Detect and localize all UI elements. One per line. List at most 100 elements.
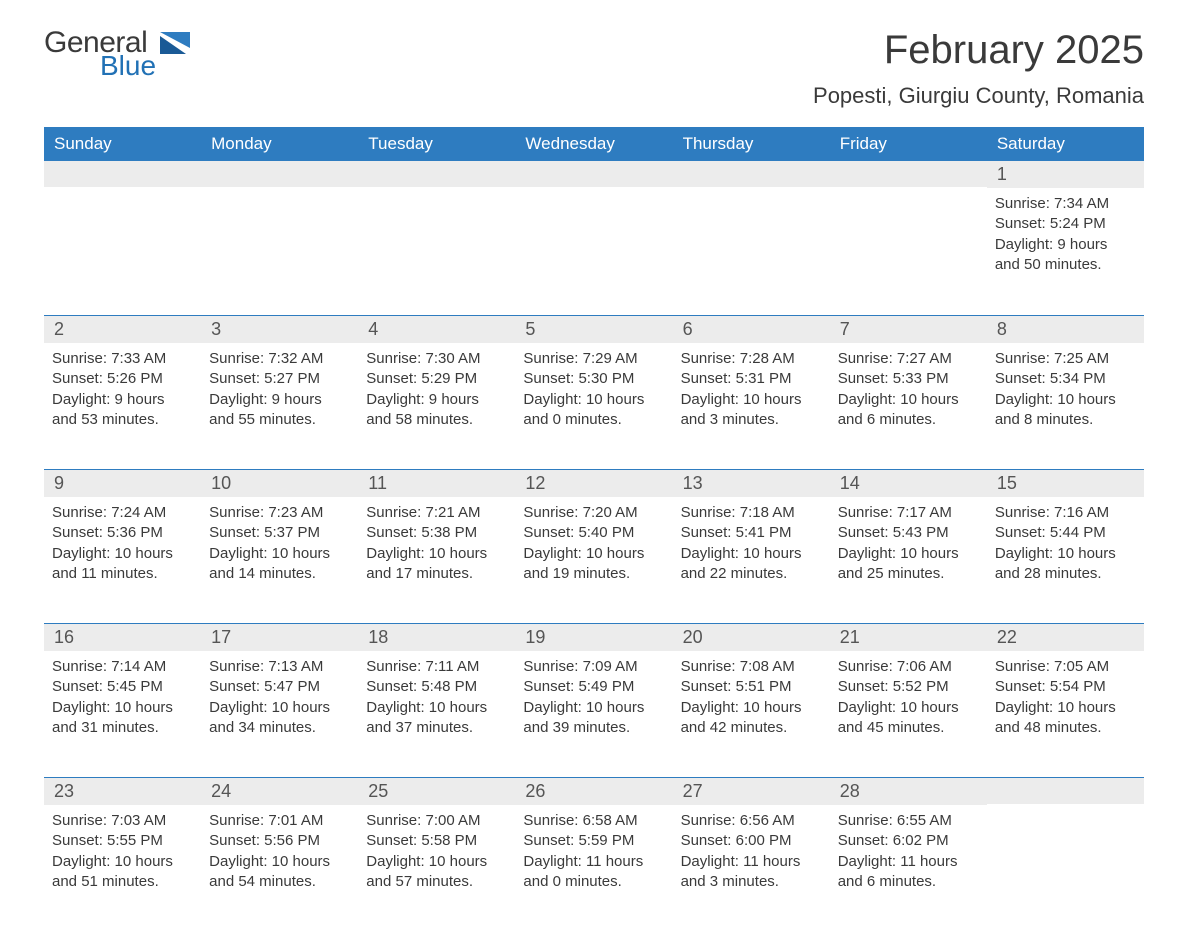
day-details: Sunrise: 7:29 AMSunset: 5:30 PMDaylight:… xyxy=(523,349,664,430)
day-details: Sunrise: 6:58 AMSunset: 5:59 PMDaylight:… xyxy=(523,811,664,892)
calendar-week: 9 Sunrise: 7:24 AMSunset: 5:36 PMDaylight… xyxy=(44,469,1144,609)
day-number: 22 xyxy=(987,624,1144,651)
day-details: Sunrise: 7:34 AMSunset: 5:24 PMDaylight:… xyxy=(995,194,1136,275)
calendar-cell: 18Sunrise: 7:11 AMSunset: 5:48 PMDayligh… xyxy=(358,624,515,763)
day-header-tuesday: Tuesday xyxy=(358,127,515,161)
month-title: February 2025 xyxy=(813,28,1144,73)
day-details: Sunrise: 7:27 AMSunset: 5:33 PMDaylight:… xyxy=(838,349,979,430)
day-details: Sunrise: 6:55 AMSunset: 6:02 PMDaylight:… xyxy=(838,811,979,892)
calendar-cell: 15 Sunrise: 7:16 AMSunset: 5:44 PMDayligh… xyxy=(987,470,1144,609)
day-number: 5 xyxy=(515,316,672,343)
calendar-cell: 14 Sunrise: 7:17 AMSunset: 5:43 PMDayligh… xyxy=(830,470,987,609)
calendar-cell: 27 Sunrise: 6:56 AMSunset: 6:00 PMDayligh… xyxy=(673,778,830,917)
flag-icon xyxy=(160,32,190,54)
day-number: 17 xyxy=(201,624,358,651)
day-details: Sunrise: 7:00 AMSunset: 5:58 PMDaylight:… xyxy=(366,811,507,892)
calendar-cell: 22 Sunrise: 7:05 AMSunset: 5:54 PMDayligh… xyxy=(987,624,1144,763)
calendar-cell: 5 Sunrise: 7:29 AMSunset: 5:30 PMDaylight… xyxy=(515,316,672,455)
calendar-cell xyxy=(515,161,672,301)
day-number: 19 xyxy=(515,624,672,651)
day-number: 13 xyxy=(673,470,830,497)
calendar-cell: 8 Sunrise: 7:25 AMSunset: 5:34 PMDaylight… xyxy=(987,316,1144,455)
calendar-cell: 6Sunrise: 7:28 AMSunset: 5:31 PMDaylight… xyxy=(673,316,830,455)
day-number xyxy=(44,161,201,187)
day-number: 2 xyxy=(44,316,201,343)
calendar-cell xyxy=(201,161,358,301)
day-details: Sunrise: 7:14 AMSunset: 5:45 PMDaylight:… xyxy=(52,657,193,738)
calendar-day-header: SundayMondayTuesdayWednesdayThursdayFrid… xyxy=(44,127,1144,161)
day-number xyxy=(673,161,830,187)
day-number xyxy=(987,778,1144,804)
day-details: Sunrise: 7:03 AMSunset: 5:55 PMDaylight:… xyxy=(52,811,193,892)
day-details: Sunrise: 7:18 AMSunset: 5:41 PMDaylight:… xyxy=(681,503,822,584)
day-header-sunday: Sunday xyxy=(44,127,201,161)
day-number: 23 xyxy=(44,778,201,805)
day-number: 20 xyxy=(673,624,830,651)
day-header-thursday: Thursday xyxy=(673,127,830,161)
day-number: 27 xyxy=(673,778,830,805)
day-number: 14 xyxy=(830,470,987,497)
calendar-cell: 9 Sunrise: 7:24 AMSunset: 5:36 PMDaylight… xyxy=(44,470,201,609)
day-header-friday: Friday xyxy=(830,127,987,161)
calendar-week: 2 Sunrise: 7:33 AMSunset: 5:26 PMDaylight… xyxy=(44,315,1144,455)
day-details: Sunrise: 7:06 AMSunset: 5:52 PMDaylight:… xyxy=(838,657,979,738)
day-header-wednesday: Wednesday xyxy=(515,127,672,161)
calendar-cell: 1 Sunrise: 7:34 AMSunset: 5:24 PMDaylight… xyxy=(987,161,1144,301)
calendar-cell xyxy=(44,161,201,301)
day-details: Sunrise: 7:05 AMSunset: 5:54 PMDaylight:… xyxy=(995,657,1136,738)
calendar-cell: 4 Sunrise: 7:30 AMSunset: 5:29 PMDaylight… xyxy=(358,316,515,455)
calendar-cell: 17 Sunrise: 7:13 AMSunset: 5:47 PMDayligh… xyxy=(201,624,358,763)
calendar-week: 16 Sunrise: 7:14 AMSunset: 5:45 PMDayligh… xyxy=(44,623,1144,763)
day-details: Sunrise: 7:30 AMSunset: 5:29 PMDaylight:… xyxy=(366,349,507,430)
day-details: Sunrise: 6:56 AMSunset: 6:00 PMDaylight:… xyxy=(681,811,822,892)
calendar: SundayMondayTuesdayWednesdayThursdayFrid… xyxy=(44,127,1144,917)
logo: General Blue xyxy=(44,28,190,80)
calendar-week: 23 Sunrise: 7:03 AMSunset: 5:55 PMDayligh… xyxy=(44,777,1144,917)
day-number xyxy=(830,161,987,187)
day-header-saturday: Saturday xyxy=(987,127,1144,161)
day-details: Sunrise: 7:16 AMSunset: 5:44 PMDaylight:… xyxy=(995,503,1136,584)
day-number: 28 xyxy=(830,778,987,805)
day-number: 11 xyxy=(358,470,515,497)
day-header-monday: Monday xyxy=(201,127,358,161)
day-details: Sunrise: 7:13 AMSunset: 5:47 PMDaylight:… xyxy=(209,657,350,738)
calendar-cell xyxy=(673,161,830,301)
calendar-cell: 26Sunrise: 6:58 AMSunset: 5:59 PMDayligh… xyxy=(515,778,672,917)
calendar-cell: 2 Sunrise: 7:33 AMSunset: 5:26 PMDaylight… xyxy=(44,316,201,455)
day-details: Sunrise: 7:01 AMSunset: 5:56 PMDaylight:… xyxy=(209,811,350,892)
day-number: 16 xyxy=(44,624,201,651)
day-number: 4 xyxy=(358,316,515,343)
calendar-cell: 7Sunrise: 7:27 AMSunset: 5:33 PMDaylight… xyxy=(830,316,987,455)
calendar-cell: 28 Sunrise: 6:55 AMSunset: 6:02 PMDayligh… xyxy=(830,778,987,917)
calendar-cell: 23 Sunrise: 7:03 AMSunset: 5:55 PMDayligh… xyxy=(44,778,201,917)
day-details: Sunrise: 7:09 AMSunset: 5:49 PMDaylight:… xyxy=(523,657,664,738)
calendar-cell: 25Sunrise: 7:00 AMSunset: 5:58 PMDayligh… xyxy=(358,778,515,917)
day-details: Sunrise: 7:20 AMSunset: 5:40 PMDaylight:… xyxy=(523,503,664,584)
location-subtitle: Popesti, Giurgiu County, Romania xyxy=(813,83,1144,109)
day-number: 21 xyxy=(830,624,987,651)
logo-text: General Blue xyxy=(44,28,156,80)
day-number xyxy=(201,161,358,187)
day-details: Sunrise: 7:33 AMSunset: 5:26 PMDaylight:… xyxy=(52,349,193,430)
calendar-cell: 20 Sunrise: 7:08 AMSunset: 5:51 PMDayligh… xyxy=(673,624,830,763)
day-number xyxy=(358,161,515,187)
calendar-cell xyxy=(987,778,1144,917)
calendar-body: 1 Sunrise: 7:34 AMSunset: 5:24 PMDaylight… xyxy=(44,161,1144,917)
day-number: 15 xyxy=(987,470,1144,497)
calendar-cell xyxy=(358,161,515,301)
calendar-cell: 3Sunrise: 7:32 AMSunset: 5:27 PMDaylight… xyxy=(201,316,358,455)
day-details: Sunrise: 7:23 AMSunset: 5:37 PMDaylight:… xyxy=(209,503,350,584)
logo-word-2: Blue xyxy=(100,52,156,80)
calendar-cell: 13 Sunrise: 7:18 AMSunset: 5:41 PMDayligh… xyxy=(673,470,830,609)
day-number: 8 xyxy=(987,316,1144,343)
day-details: Sunrise: 7:25 AMSunset: 5:34 PMDaylight:… xyxy=(995,349,1136,430)
day-details: Sunrise: 7:24 AMSunset: 5:36 PMDaylight:… xyxy=(52,503,193,584)
calendar-cell xyxy=(830,161,987,301)
day-number: 6 xyxy=(673,316,830,343)
day-details: Sunrise: 7:17 AMSunset: 5:43 PMDaylight:… xyxy=(838,503,979,584)
day-details: Sunrise: 7:08 AMSunset: 5:51 PMDaylight:… xyxy=(681,657,822,738)
day-number: 12 xyxy=(515,470,672,497)
day-number: 18 xyxy=(358,624,515,651)
day-number: 1 xyxy=(987,161,1144,188)
day-number: 9 xyxy=(44,470,201,497)
